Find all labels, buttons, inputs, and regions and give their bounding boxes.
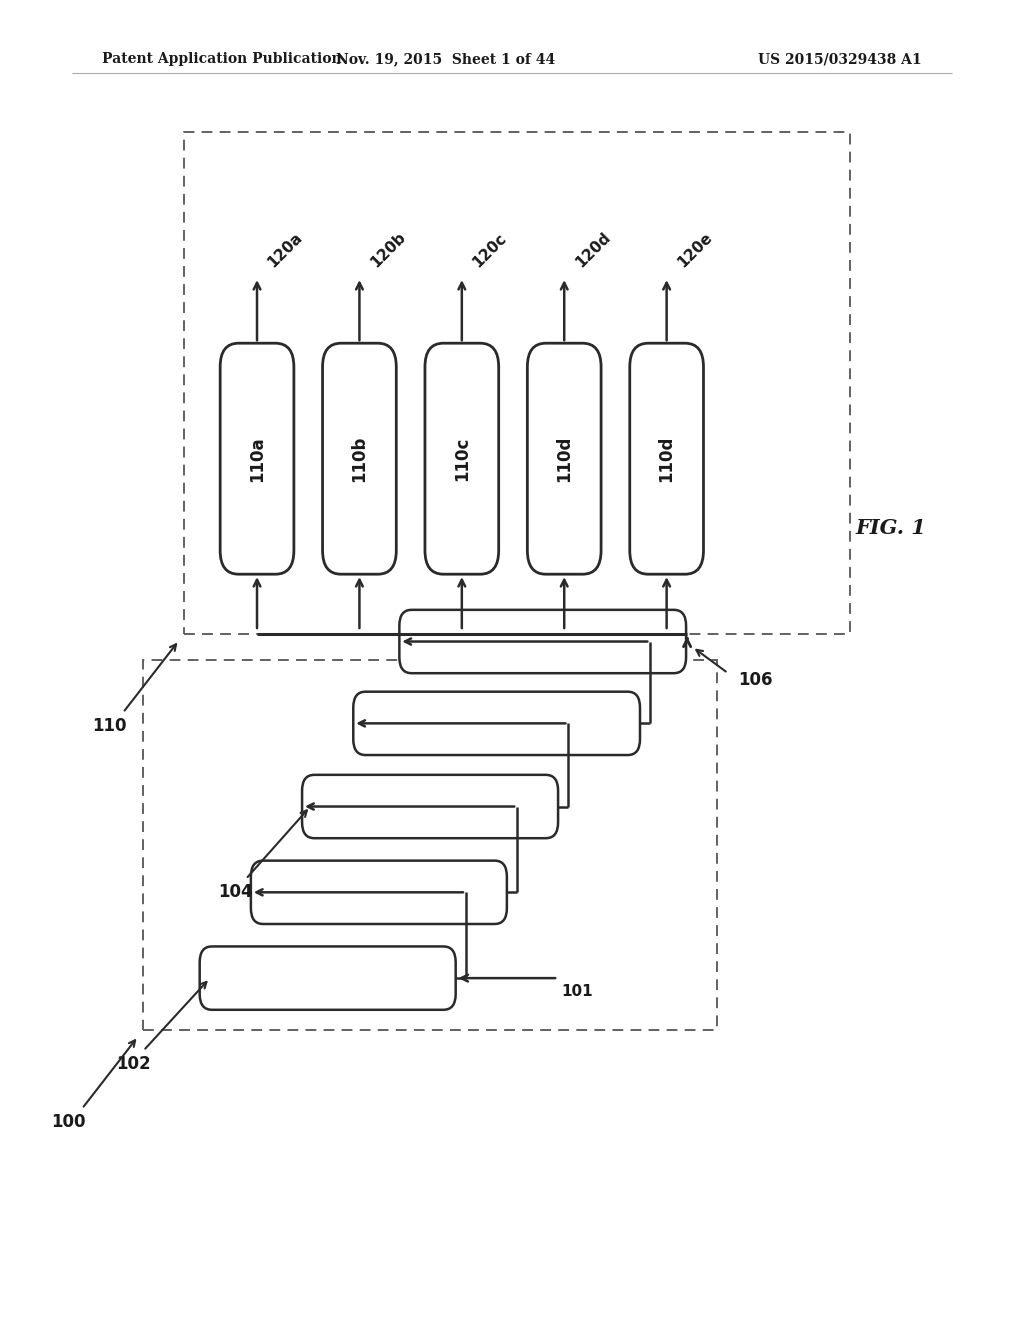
- FancyBboxPatch shape: [200, 946, 456, 1010]
- FancyBboxPatch shape: [630, 343, 703, 574]
- FancyBboxPatch shape: [323, 343, 396, 574]
- FancyBboxPatch shape: [220, 343, 294, 574]
- Text: Nov. 19, 2015  Sheet 1 of 44: Nov. 19, 2015 Sheet 1 of 44: [336, 53, 555, 66]
- Text: 110a: 110a: [248, 436, 266, 482]
- FancyBboxPatch shape: [425, 343, 499, 574]
- Text: 120d: 120d: [572, 230, 613, 271]
- Text: US 2015/0329438 A1: US 2015/0329438 A1: [758, 53, 922, 66]
- Text: 120e: 120e: [675, 230, 716, 271]
- Text: 110d: 110d: [657, 436, 676, 482]
- Text: Patent Application Publication: Patent Application Publication: [102, 53, 342, 66]
- FancyBboxPatch shape: [302, 775, 558, 838]
- FancyBboxPatch shape: [353, 692, 640, 755]
- Bar: [184, 132, 850, 634]
- FancyBboxPatch shape: [399, 610, 686, 673]
- Text: 106: 106: [738, 671, 773, 689]
- Text: 100: 100: [51, 1113, 86, 1131]
- Text: 110c: 110c: [453, 437, 471, 480]
- Text: 120a: 120a: [265, 230, 306, 271]
- FancyBboxPatch shape: [527, 343, 601, 574]
- Text: FIG. 1: FIG. 1: [855, 517, 927, 539]
- Text: 104: 104: [218, 883, 253, 902]
- FancyBboxPatch shape: [251, 861, 507, 924]
- Text: 101: 101: [561, 983, 593, 999]
- Text: 102: 102: [116, 1055, 151, 1073]
- Text: 120c: 120c: [470, 231, 510, 271]
- Text: 110d: 110d: [555, 436, 573, 482]
- Bar: [143, 660, 717, 1030]
- Text: 110b: 110b: [350, 436, 369, 482]
- Text: 120b: 120b: [368, 230, 409, 271]
- Text: 110: 110: [92, 717, 127, 735]
